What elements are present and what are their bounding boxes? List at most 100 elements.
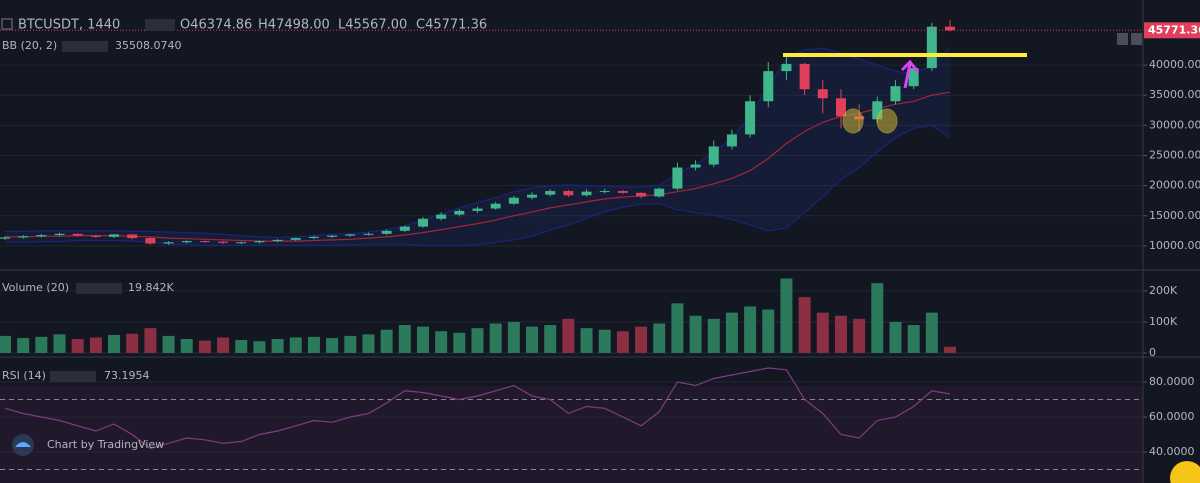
volume-bar [17, 338, 30, 353]
bb-value: 35508.0740 [115, 39, 181, 52]
candle-body [327, 235, 338, 237]
y-tick-label: 35000.00 [1149, 88, 1200, 101]
volume-bar [89, 337, 102, 353]
candle-body [109, 234, 120, 237]
icon-group[interactable] [76, 283, 122, 294]
volume-bar [798, 297, 811, 353]
volume-bar [580, 328, 593, 353]
icon-group[interactable] [145, 19, 175, 31]
volume-bar [217, 337, 230, 353]
circle-annotation [842, 108, 864, 134]
volume-bar [435, 331, 448, 353]
volume-bar [489, 323, 502, 353]
volume-bar [671, 303, 684, 353]
candle-body [163, 242, 174, 244]
candle-body [308, 236, 319, 239]
y-tick-label: 25000.00 [1149, 148, 1200, 161]
candle-body [617, 191, 628, 193]
volume-bar [108, 334, 121, 353]
circle-annotation [876, 108, 898, 134]
candle-body [708, 146, 719, 165]
brand-logo [15, 442, 31, 447]
icon-group[interactable] [62, 41, 108, 52]
y-tick-label: 10000.00 [1149, 239, 1200, 252]
candle-body [545, 191, 556, 195]
candle-body [399, 226, 410, 231]
volume-bar [689, 315, 702, 353]
rsi-value: 73.1954 [104, 369, 150, 382]
candle-body [436, 214, 447, 219]
candle-body [654, 188, 665, 197]
candle-body [345, 234, 356, 236]
volume-bar [307, 336, 320, 353]
candle-body [599, 191, 610, 193]
volume-bar [598, 329, 611, 353]
candle-body [417, 218, 428, 227]
last-price-label: 45771.36 [1148, 23, 1200, 36]
y-tick-label: 80.0000 [1149, 375, 1195, 388]
plot-area [0, 19, 1147, 471]
volume-bar [416, 326, 429, 353]
volume-bar [889, 321, 902, 353]
candle-body [18, 236, 29, 238]
candle-body [254, 241, 265, 243]
volume-label: Volume (20) [2, 281, 69, 294]
candle-body [527, 194, 538, 198]
candle-body [563, 191, 574, 196]
y-tick-label: 15000.00 [1149, 209, 1200, 222]
volume-bar [35, 336, 48, 353]
candle-body [763, 71, 774, 102]
volume-bar [526, 326, 539, 353]
candle-body [817, 89, 828, 99]
candle-body [218, 241, 229, 243]
candle-body [908, 68, 919, 87]
candle-body [835, 98, 846, 117]
volume-bar [162, 335, 175, 353]
collapse-icon[interactable] [1, 18, 13, 30]
volume-value: 19.842K [128, 281, 174, 294]
candle-body [363, 233, 374, 235]
icon-group[interactable] [50, 371, 96, 382]
candle-body [72, 233, 83, 236]
volume-bar [344, 335, 357, 353]
volume-bar [925, 312, 938, 353]
volume-bar [471, 328, 484, 353]
volume-bar [289, 337, 302, 353]
volume-bar [616, 331, 629, 353]
chat-button[interactable] [1170, 461, 1200, 483]
candle-body [454, 210, 465, 215]
band-fill [5, 47, 950, 246]
volume-bar [762, 309, 775, 353]
volume-bar [126, 333, 139, 353]
volume-bar [362, 334, 375, 353]
arrow-annotation [900, 59, 920, 89]
scroll-button[interactable] [1117, 33, 1128, 45]
candle-body [145, 238, 156, 244]
candle-body [781, 63, 792, 72]
volume-bar [180, 339, 193, 353]
scroll-button[interactable] [1131, 33, 1142, 45]
volume-bar [907, 325, 920, 353]
y-tick-label: 0 [1149, 346, 1156, 359]
candle-body [690, 164, 701, 168]
candle-body [90, 235, 101, 237]
volume-bar [326, 338, 339, 353]
ohlc-low: L45567.00 [338, 18, 407, 33]
candle-body [199, 241, 210, 243]
rsi-band [0, 386, 1143, 483]
volume-bar [507, 321, 520, 353]
volume-bar [653, 323, 666, 353]
last-price-box [1144, 22, 1200, 39]
candle-body [54, 233, 65, 236]
volume-bar [235, 339, 248, 353]
volume-bar [780, 278, 793, 353]
candle-body [490, 203, 501, 209]
candle-body [181, 241, 192, 243]
candle-body [127, 234, 138, 239]
y-tick-label: 20000.00 [1149, 179, 1200, 192]
candle-body [236, 242, 247, 244]
brand-text[interactable]: Chart by TradingView [47, 438, 164, 451]
candle-body [472, 208, 483, 211]
